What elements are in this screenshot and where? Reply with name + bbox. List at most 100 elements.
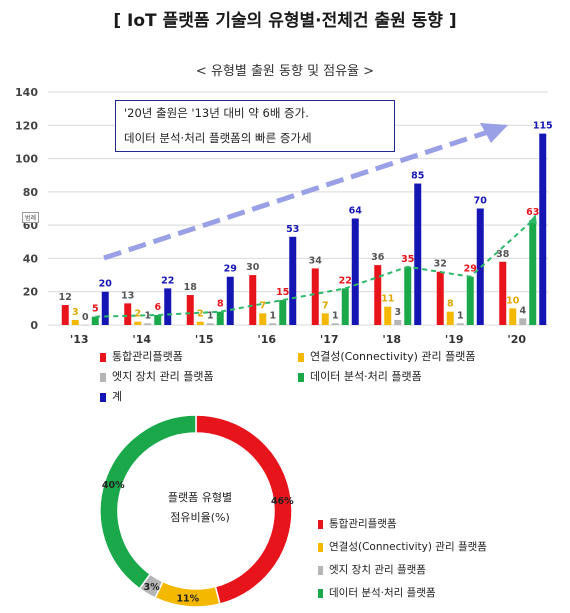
- data-label-connectivity: 11: [381, 294, 394, 305]
- bar-total: [101, 291, 109, 325]
- donut-center-line-2: 점유비율(%): [170, 511, 230, 524]
- y-tick-label: 100: [15, 153, 38, 166]
- bar-integrated: [499, 261, 507, 325]
- legend-swatch: [298, 372, 304, 382]
- data-label-total: 115: [533, 121, 553, 132]
- bar-connectivity: [134, 321, 142, 325]
- legend-swatch: [318, 542, 323, 552]
- data-label-edge: 1: [144, 310, 151, 321]
- annotation-box: '20년 출원은 '13년 대비 약 6배 증가. 데이터 분석·처리 플랫폼의…: [115, 100, 395, 152]
- data-label-integrated: 13: [121, 290, 134, 301]
- bar-connectivity: [71, 320, 79, 325]
- legend-swatch: [318, 519, 323, 529]
- bar-integrated: [374, 265, 382, 325]
- x-tick-label: '19: [445, 333, 464, 346]
- data-label-connectivity: 8: [447, 299, 454, 310]
- donut-value-label: 40%: [102, 480, 125, 491]
- bar-connectivity: [321, 313, 329, 325]
- donut-center-label: 플랫폼 유형별 점유비율(%): [125, 488, 275, 528]
- bar-total: [414, 183, 422, 325]
- bar-integrated: [124, 303, 132, 325]
- legend-swatch: [100, 372, 106, 382]
- bar-analytics: [529, 220, 537, 325]
- data-label-integrated: 18: [184, 282, 198, 293]
- bar-analytics: [91, 316, 99, 325]
- bar-edge: [456, 323, 464, 325]
- legend-item-analytics: 데이터 분석·처리 플랫폼: [298, 368, 422, 384]
- annotation-line-2: 데이터 분석·처리 플랫폼의 빠른 증가세: [124, 131, 312, 145]
- x-tick-label: '20: [507, 333, 526, 346]
- data-label-connectivity: 10: [506, 295, 520, 306]
- bar-analytics: [154, 315, 162, 325]
- data-label-edge: 4: [519, 305, 526, 316]
- bar-analytics: [466, 276, 474, 325]
- bar-edge: [519, 318, 527, 325]
- bar-edge: [394, 320, 402, 325]
- bar-analytics: [216, 311, 224, 325]
- trend-line-layer: [95, 123, 537, 318]
- donut-value-label: 3%: [144, 582, 161, 593]
- bar-integrated: [249, 275, 257, 325]
- legend-label: 엣지 장치 관리 플랫폼: [112, 370, 214, 383]
- donut-slice-analytics: [99, 414, 197, 590]
- y-tick-label: 140: [15, 86, 38, 99]
- legend-item-total: 계: [100, 388, 122, 404]
- bar-edge: [81, 325, 89, 326]
- data-label-analytics: 63: [526, 207, 539, 218]
- bar-total: [539, 133, 547, 325]
- data-label-connectivity: 7: [322, 300, 329, 311]
- x-tick-label: '18: [382, 333, 401, 346]
- bar-total: [164, 288, 172, 325]
- data-label-edge: 3: [394, 307, 401, 318]
- legend-label: 통합관리플랫폼: [329, 518, 397, 530]
- donut-legend-item-connectivity: 연결성(Connectivity) 관리 플랫폼: [318, 539, 487, 554]
- legend-label: 데이터 분석·처리 플랫폼: [310, 370, 422, 383]
- growth-arrowhead: [480, 123, 508, 143]
- bar-connectivity: [259, 313, 267, 325]
- bar-total: [226, 276, 234, 325]
- legend-swatch: [100, 352, 106, 362]
- x-tick-label: '17: [320, 333, 339, 346]
- bar-integrated: [436, 271, 444, 325]
- trend-line: [95, 219, 534, 318]
- data-label-total: 53: [286, 224, 299, 235]
- bar-total: [351, 218, 359, 325]
- data-label-analytics: 8: [217, 299, 224, 310]
- bar-connectivity: [196, 321, 204, 325]
- donut-center-line-1: 플랫폼 유형별: [167, 491, 233, 504]
- data-label-analytics: 6: [154, 302, 161, 313]
- bar-layer: [61, 133, 547, 326]
- y-tick-label: 80: [23, 186, 39, 199]
- small-tag: 범례: [22, 212, 40, 223]
- data-label-connectivity: 7: [259, 300, 266, 311]
- x-tick-label: '16: [257, 333, 276, 346]
- chart-subtitle: < 유형별 출원 동향 및 점유율 >: [195, 64, 375, 79]
- growth-arrow: [103, 129, 489, 261]
- data-label-integrated: 32: [434, 259, 447, 270]
- data-label-integrated: 12: [59, 292, 72, 303]
- bar-connectivity: [384, 306, 392, 325]
- bar-total: [476, 208, 484, 325]
- data-label-analytics: 22: [339, 275, 352, 286]
- bar-integrated: [186, 295, 194, 325]
- data-label-analytics: 35: [401, 254, 414, 265]
- data-label-integrated: 30: [246, 262, 260, 273]
- legend-swatch: [318, 588, 323, 598]
- legend-label: 엣지 장치 관리 플랫폼: [329, 564, 426, 576]
- donut-chart: 46% 11% 3% 40%: [99, 414, 294, 608]
- data-label-total: 70: [474, 196, 488, 207]
- bar-edge: [206, 323, 214, 325]
- data-label-connectivity: 3: [72, 307, 79, 318]
- data-label-integrated: 36: [371, 252, 385, 263]
- y-tick-label: 120: [15, 119, 38, 132]
- legend-label: 통합관리플랫폼: [112, 350, 183, 363]
- bar-integrated: [61, 305, 69, 325]
- bar-edge: [269, 323, 277, 325]
- legend-label: 연결성(Connectivity) 관리 플랫폼: [329, 541, 487, 553]
- annotation-line-1: '20년 출원은 '13년 대비 약 6배 증가.: [124, 106, 309, 120]
- y-tick-label: 20: [23, 286, 39, 299]
- trend-arrowhead: [528, 214, 537, 225]
- bar-total: [289, 236, 297, 325]
- data-label-connectivity: 2: [134, 309, 141, 320]
